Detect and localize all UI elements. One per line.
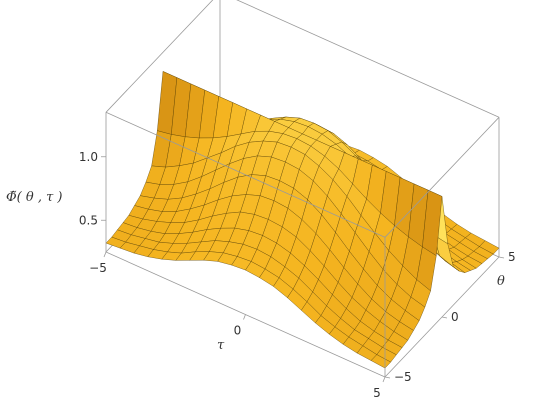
z-tick-label: 0.5 (79, 213, 98, 227)
axis-ticks: −5 0 5 −5 0 5 0.5 1.0 (79, 150, 516, 400)
y-tick-mark (384, 376, 391, 379)
x-tick-mark (243, 314, 246, 320)
x-tick-label: −5 (89, 261, 107, 275)
surface-mesh (105, 71, 500, 369)
box-edge-back (236, 0, 500, 118)
x-axis-label: τ (217, 338, 225, 353)
z-axis-label: Φ̃( θ , τ ) (6, 190, 62, 205)
z-tick-label: 1.0 (79, 150, 98, 164)
box-edge-back (105, 0, 214, 113)
x-tick-label: 5 (373, 386, 381, 400)
y-tick-label: 5 (508, 250, 516, 264)
box-edge-front (105, 111, 386, 238)
y-axis-label: θ (497, 274, 505, 289)
x-tick-label: 0 (234, 324, 242, 338)
y-tick-label: 0 (451, 310, 459, 324)
bounding-box-front (105, 111, 500, 378)
x-tick-mark (103, 251, 107, 258)
y-tick-mark (441, 316, 448, 319)
x-tick-mark (382, 376, 386, 383)
y-tick-mark (498, 256, 505, 259)
y-tick-label: −5 (394, 370, 412, 384)
surface-patch (370, 354, 392, 369)
box-edge-front (384, 117, 500, 238)
